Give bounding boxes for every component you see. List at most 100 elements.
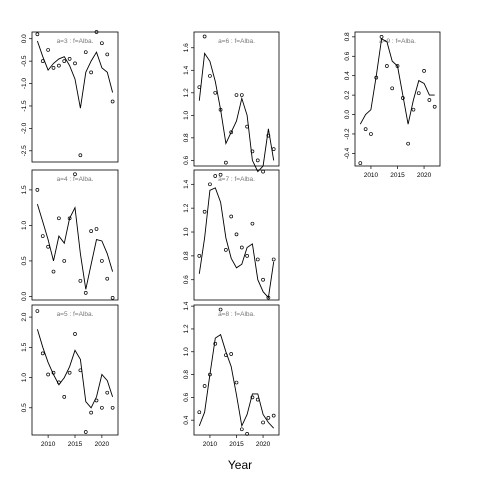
data-point — [379, 35, 384, 39]
y-tick-label: 1.2 — [183, 203, 190, 212]
data-point — [83, 430, 88, 434]
fit-line — [359, 38, 435, 125]
y-tick-label: 1.2 — [183, 88, 190, 97]
panel-6: a=8 : f=Alba. 0.4 0.6 0.8 1.0 1.2 1.4 2010 2015 2… — [183, 301, 280, 448]
y-tick-label: 0.6 — [183, 155, 190, 164]
data-point — [208, 372, 212, 377]
data-point — [250, 149, 255, 154]
data-point — [35, 309, 40, 313]
data-point — [100, 41, 104, 46]
y-tick-label: 0.6 — [183, 392, 190, 401]
data-point — [363, 127, 368, 131]
data-point — [245, 432, 249, 436]
data-point — [94, 30, 99, 34]
data-point — [78, 278, 83, 283]
x-tick-label: 2010 — [41, 441, 56, 448]
data-point — [416, 91, 421, 96]
data-point — [35, 188, 40, 192]
y-tick-label: 0.8 — [183, 251, 190, 260]
y-tick-label: 0.4 — [183, 415, 190, 424]
data-point — [94, 227, 99, 231]
data-point — [208, 74, 212, 78]
data-point — [67, 57, 72, 61]
panel-2: a=4 : f=Alba. 0.0 0.5 1.0 1.5 — [21, 169, 119, 301]
data-point — [218, 172, 223, 177]
panel-1: a=3 : f=Alba. 0.0 -0.5 -1.0 -1.5 -2.0 -2.5 — [21, 30, 119, 163]
panel-frame — [193, 169, 280, 301]
y-tick-label: 1.4 — [183, 65, 190, 74]
y-tick-label: 0.6 — [183, 275, 190, 284]
data-point — [250, 395, 255, 400]
data-point — [62, 395, 67, 399]
data-point — [234, 380, 239, 385]
data-point — [213, 174, 218, 178]
data-point — [229, 214, 234, 219]
panel-label: a=6 : f=Alba. — [218, 38, 255, 45]
y-tick-label: -0.4 — [344, 147, 351, 159]
x-tick-label: 2010 — [364, 172, 379, 179]
y-tick-label: 1.0 — [21, 221, 28, 230]
data-point — [250, 221, 255, 226]
data-point — [271, 413, 276, 418]
panel-label: a=4 : f=Alba. — [57, 176, 94, 183]
data-point — [100, 405, 104, 410]
data-point — [255, 257, 260, 262]
data-point — [57, 380, 61, 385]
data-point — [224, 248, 228, 252]
data-point — [67, 216, 72, 221]
y-tick-label: 1.2 — [183, 324, 190, 333]
fit-line — [36, 40, 114, 109]
data-point — [78, 368, 83, 373]
data-point — [234, 93, 239, 97]
y-tick-label: 1.0 — [21, 373, 28, 382]
panel-label: a=8 : f=Alba. — [218, 311, 255, 318]
data-point — [411, 107, 416, 112]
y-tick-label: 1.4 — [183, 301, 190, 310]
panel-4: a=6 : f=Alba. 0.6 0.8 1.0 1.2 1.4 1.6 — [183, 31, 280, 174]
y-tick-label: 0.0 — [21, 34, 28, 43]
x-tick-label: 2010 — [203, 441, 218, 448]
fit-line — [36, 203, 114, 290]
data-point — [239, 93, 244, 97]
data-point — [51, 269, 56, 274]
y-tick-label: 0.0 — [344, 110, 351, 119]
y-tick-label: -0.5 — [21, 55, 28, 67]
data-point — [202, 384, 207, 388]
y-tick-label: -1.5 — [21, 100, 28, 112]
panel-7: a=9 : f=Alba. -0.4 -0.2 0.0 0.2 0.4 0.6 0.8 2010… — [344, 31, 441, 179]
data-point — [218, 107, 223, 112]
data-point — [261, 169, 265, 174]
y-tick-label: 1.0 — [183, 110, 190, 119]
data-point — [100, 259, 104, 263]
data-point — [46, 372, 50, 377]
data-point — [400, 96, 405, 100]
data-point — [105, 52, 110, 57]
data-point — [57, 216, 61, 221]
data-point — [110, 99, 115, 104]
data-point — [369, 132, 373, 136]
data-point — [89, 410, 93, 415]
data-point — [229, 352, 234, 356]
data-point — [395, 64, 400, 68]
data-point — [40, 59, 45, 63]
data-point — [197, 410, 202, 415]
fit-line — [198, 333, 275, 429]
data-point — [73, 61, 77, 66]
data-point — [105, 276, 110, 281]
y-tick-label: -0.2 — [344, 128, 351, 140]
y-tick-label: 0.6 — [344, 51, 351, 60]
data-point — [224, 160, 228, 165]
data-point — [213, 341, 218, 346]
panel-frame — [193, 31, 280, 167]
y-tick-label: -1.0 — [21, 78, 28, 90]
data-point — [78, 153, 83, 158]
x-tick-label: 2020 — [417, 172, 432, 179]
panel-frame — [193, 304, 280, 436]
data-point — [390, 86, 395, 91]
data-point — [51, 66, 56, 70]
y-tick-label: 0.4 — [344, 71, 351, 80]
data-point — [427, 98, 432, 102]
y-tick-label: 1.0 — [183, 227, 190, 236]
data-point — [245, 124, 249, 129]
data-point — [208, 182, 212, 187]
